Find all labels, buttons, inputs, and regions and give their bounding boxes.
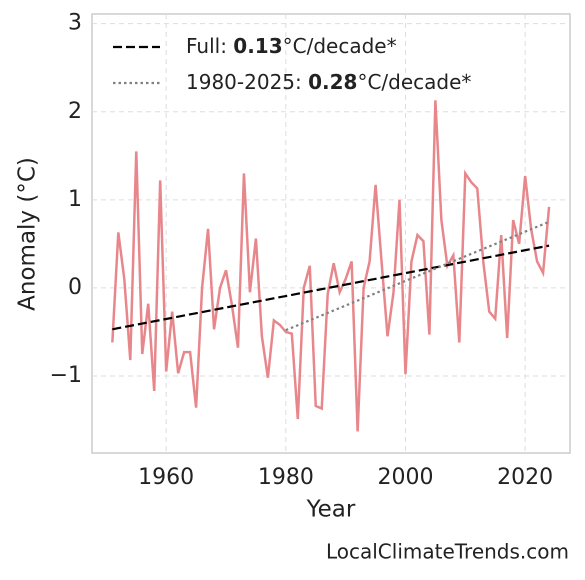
legend-label: Full: 0.13°C/decade* [186, 34, 397, 58]
x-tick-label: 2000 [377, 465, 433, 490]
watermark: LocalClimateTrends.com [326, 540, 569, 564]
x-tick-label: 1980 [258, 465, 314, 490]
y-tick-label: −1 [50, 363, 82, 388]
plot-frame [91, 13, 571, 454]
x-tick-label: 1960 [138, 465, 194, 490]
x-axis-label: Year [306, 497, 356, 523]
y-tick-label: 3 [68, 11, 82, 36]
trend-line [285, 220, 550, 332]
y-tick-label: 2 [68, 99, 82, 124]
y-tick-label: 0 [68, 275, 82, 300]
trend-line [112, 244, 550, 331]
y-tick-label: 1 [68, 187, 82, 212]
data-line [111, 100, 551, 432]
y-axis-label: Anomaly (°C) [15, 157, 41, 311]
legend-label: 1980-2025: 0.28°C/decade* [186, 70, 471, 94]
x-tick-label: 2020 [497, 465, 553, 490]
